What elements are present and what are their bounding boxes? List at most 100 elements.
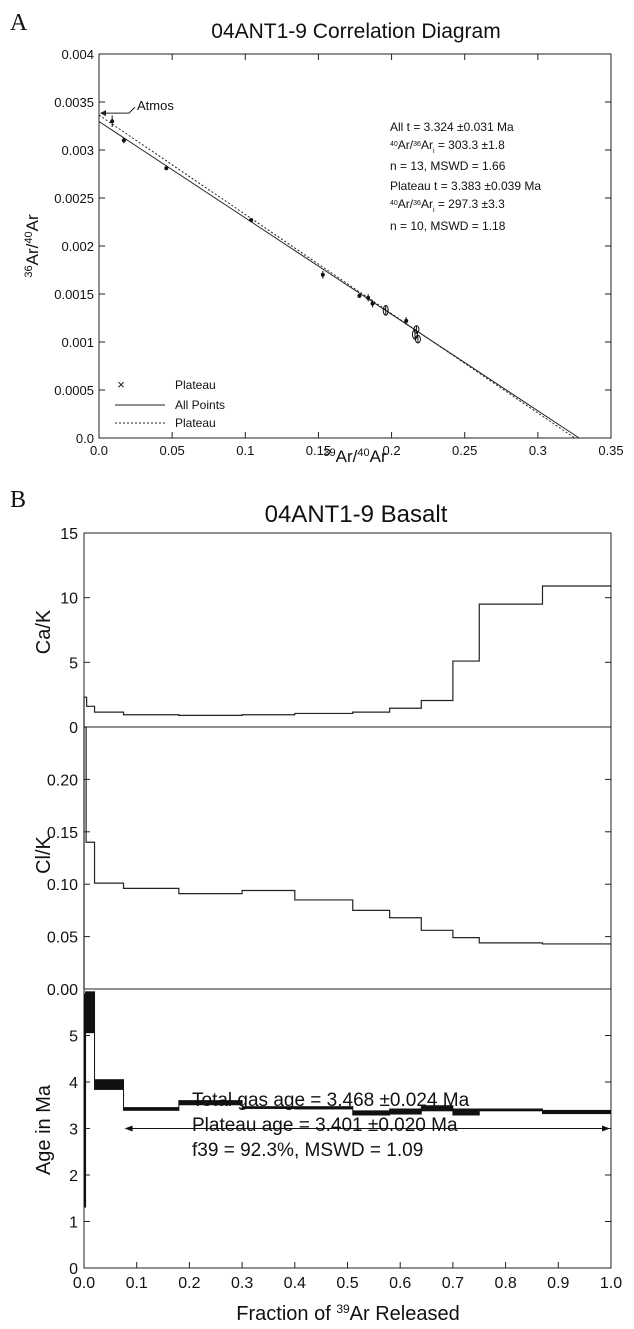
- age-step-box: [94, 1079, 124, 1090]
- y-tick-label-age: 1: [69, 1215, 78, 1232]
- plateau-arrowhead-left: [124, 1125, 133, 1132]
- annotation-plateau-t: Plateau t = 3.383 ±0.039 Ma: [390, 179, 541, 193]
- data-point: [249, 218, 254, 223]
- atmos-arrowhead: [100, 110, 106, 117]
- x-tick-label-a: 0.1: [236, 443, 254, 458]
- x-tick-label-a: 0.35: [598, 443, 623, 458]
- y-tick-label-clk: 0.10: [47, 877, 78, 894]
- x-tick-label-b: 0.9: [547, 1275, 569, 1292]
- legend-entry: Plateau: [175, 416, 216, 430]
- age-step-box: [85, 991, 95, 1034]
- y-tick-label-a: 0.001: [61, 335, 94, 350]
- x-tick-label-a: 0.15: [306, 443, 331, 458]
- age-step-box: [294, 1106, 353, 1110]
- y-tick-label-clk: 0.20: [47, 772, 78, 789]
- y-tick-label-cak: 10: [60, 591, 78, 608]
- x-tick-label-b: 0.2: [178, 1275, 200, 1292]
- age-step-box: [452, 1108, 480, 1116]
- age-step-box: [84, 993, 86, 1208]
- data-point: [121, 138, 126, 143]
- annotation-all-t: All t = 3.324 ±0.031 Ma: [390, 120, 514, 134]
- atmos-leader: [128, 106, 136, 114]
- y-tick-label-a: 0.004: [61, 47, 94, 62]
- y-tick-label-a: 0.0035: [54, 95, 94, 110]
- y-axis-label-age: Age in Ma: [33, 1084, 55, 1175]
- data-point: [357, 293, 362, 298]
- x-tick-label-a: 0.2: [383, 443, 401, 458]
- y-tick-label-clk: 0.00: [47, 982, 78, 999]
- x-tick-label-b: 0.1: [126, 1275, 148, 1292]
- y-tick-label-age: 3: [69, 1122, 78, 1139]
- data-point: [404, 318, 409, 323]
- y-tick-label-a: 0.002: [61, 239, 94, 254]
- data-point-open: [414, 334, 421, 344]
- y-tick-label-cak: 5: [69, 655, 78, 672]
- legend-entry: Plateau: [175, 378, 216, 392]
- plot-frame-clk: [83, 726, 612, 990]
- panel-a-title: 04ANT1-9 Correlation Diagram: [211, 20, 500, 43]
- annotation-plateau-n: n = 10, MSWD = 1.18: [390, 219, 506, 233]
- age-step-box: [178, 1100, 243, 1106]
- x-tick-label-a: 0.25: [452, 443, 477, 458]
- atmos-label: Atmos: [137, 98, 174, 113]
- correlation-plot: 0.0 0.05 0.1 0.15 0.2 0.25 0.3 0.35 0.0 0.0005 0.0…: [23, 47, 624, 466]
- annotation-plateau-ratio: 40Ar/36Ari = 297.3 ±3.3: [390, 197, 505, 214]
- age-step-box: [542, 1109, 611, 1115]
- y-axis-label-clk: Cl/K: [33, 835, 55, 873]
- age-step-box: [352, 1110, 390, 1116]
- x-tick-label-a: 0.3: [529, 443, 547, 458]
- data-point: [366, 295, 371, 300]
- x-tick-label-b: 1.0: [600, 1275, 622, 1292]
- clk-step-line: [83, 726, 611, 989]
- y-tick-label-cak: 0: [69, 720, 78, 737]
- panel-b-letter: B: [10, 487, 26, 513]
- annotation-all-ratio: 40Ar/36Ari = 303.3 ±1.8: [390, 138, 505, 155]
- x-axis-label-a: 39Ar/40Ar: [323, 447, 387, 466]
- plateau-arrowhead-right: [602, 1125, 610, 1132]
- x-tick-label-b: 0.7: [442, 1275, 464, 1292]
- age-step-box: [479, 1108, 543, 1112]
- data-point-open: [413, 325, 420, 334]
- y-tick-label-a: 0.003: [61, 143, 94, 158]
- panel-b-title: 04ANT1-9 Basalt: [265, 501, 448, 528]
- y-tick-label-age: 4: [69, 1075, 78, 1092]
- y-tick-label-clk: 0.15: [47, 825, 78, 842]
- x-tick-label-b: 0.6: [389, 1275, 411, 1292]
- x-tick-label-b: 0.0: [73, 1275, 95, 1292]
- x-axis-label-b: Fraction of 39Ar Released: [236, 1302, 459, 1325]
- x-tick-label-a: 0.05: [159, 443, 184, 458]
- summary-total-gas-age: Total gas age = 3.468 ±0.024 Ma: [192, 1090, 470, 1111]
- all-points-fit-line: [98, 121, 580, 439]
- spectrum-plots: 0 5 10 15 0.00 0.05 0.10 0.15 0.20 0 1 2 3 4 5 0.0 0.1 0.…: [33, 526, 622, 1325]
- summary-f39-mswd: f39 = 92.3%, MSWD = 1.09: [192, 1140, 423, 1161]
- x-tick-label-b: 0.5: [336, 1275, 358, 1292]
- data-point: [110, 119, 115, 124]
- age-step-box: [389, 1108, 422, 1115]
- x-tick-label-b: 0.3: [231, 1275, 253, 1292]
- y-tick-label-a: 0.0015: [54, 287, 94, 302]
- y-tick-label-age: 0: [69, 1261, 78, 1278]
- age-step-box: [421, 1105, 453, 1112]
- x-tick-label-b: 0.4: [284, 1275, 306, 1292]
- data-point-open: [382, 305, 389, 316]
- cak-step-line: [83, 585, 611, 727]
- y-tick-label-age: 2: [69, 1168, 78, 1185]
- y-axis-label-a: 36Ar/40Ar: [23, 214, 42, 278]
- y-tick-label-cak: 15: [60, 526, 78, 543]
- data-point: [320, 272, 325, 277]
- y-axis-label-cak: Ca/K: [33, 609, 55, 654]
- data-point: [164, 166, 169, 171]
- panel-a-letter: A: [10, 10, 28, 36]
- x-tick-label-a: 0.0: [90, 443, 108, 458]
- y-tick-label-a: 0.0: [76, 431, 94, 446]
- legend-cross-marker: ×: [117, 377, 125, 392]
- x-tick-label-b: 0.8: [494, 1275, 516, 1292]
- data-point: [370, 301, 375, 306]
- y-tick-label-age: 5: [69, 1029, 78, 1046]
- age-step-box: [242, 1106, 295, 1109]
- y-tick-label-clk: 0.05: [47, 930, 78, 947]
- legend-entry: All Points: [175, 398, 225, 412]
- summary-plateau-age: Plateau age = 3.401 ±0.020 Ma: [192, 1115, 458, 1136]
- y-tick-label-a: 0.0025: [54, 191, 94, 206]
